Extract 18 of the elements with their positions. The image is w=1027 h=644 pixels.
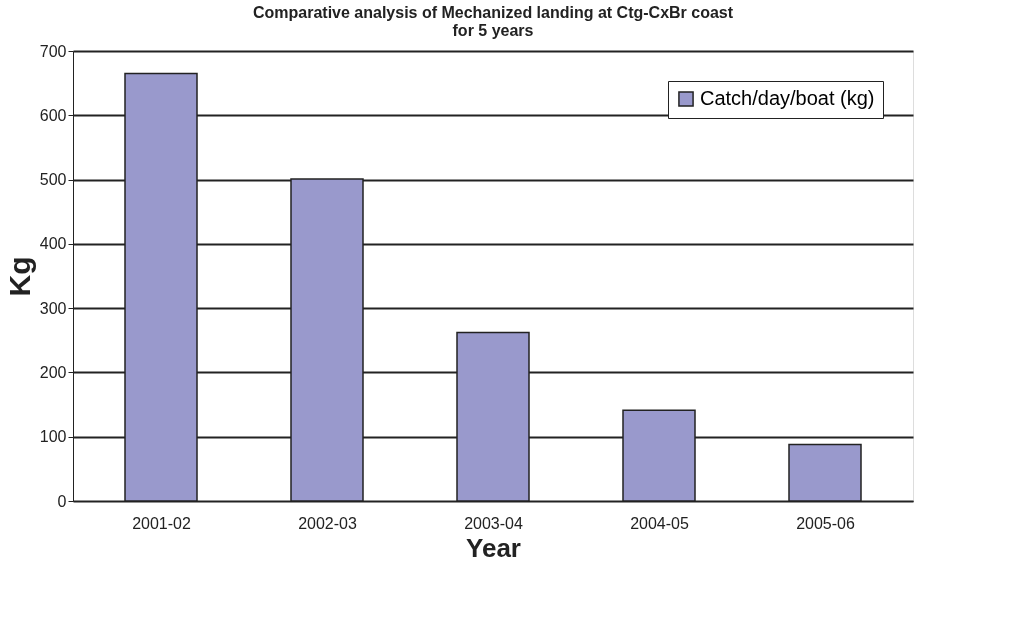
- y-tick-label: 200: [39, 363, 67, 381]
- text: for 5 years: [452, 22, 534, 39]
- y-tick-label: 0: [57, 492, 67, 510]
- x-tick-label: 2001-02: [132, 514, 191, 532]
- x-tick-label: 2003-04: [464, 514, 523, 532]
- x-axis-title: Year: [466, 532, 521, 563]
- x-tick-label: 2004-05: [630, 514, 689, 532]
- y-tick-label: 700: [39, 42, 67, 60]
- y-tick-label: 600: [39, 106, 67, 124]
- y-tick-label: 100: [39, 428, 67, 446]
- legend-label: Catch/day/boat (kg): [700, 87, 875, 109]
- y-tick-label: 300: [39, 299, 67, 317]
- y-tick-label: 500: [39, 171, 67, 189]
- x-tick-label: 2005-06: [796, 514, 855, 532]
- y-axis-title: Kg: [2, 256, 36, 297]
- y-tick-label: 400: [39, 235, 67, 253]
- text: Comparative analysis of Mechanized landing at Ctg-CxBr coast: [252, 4, 734, 21]
- x-tick-label: 2002-03: [298, 514, 357, 532]
